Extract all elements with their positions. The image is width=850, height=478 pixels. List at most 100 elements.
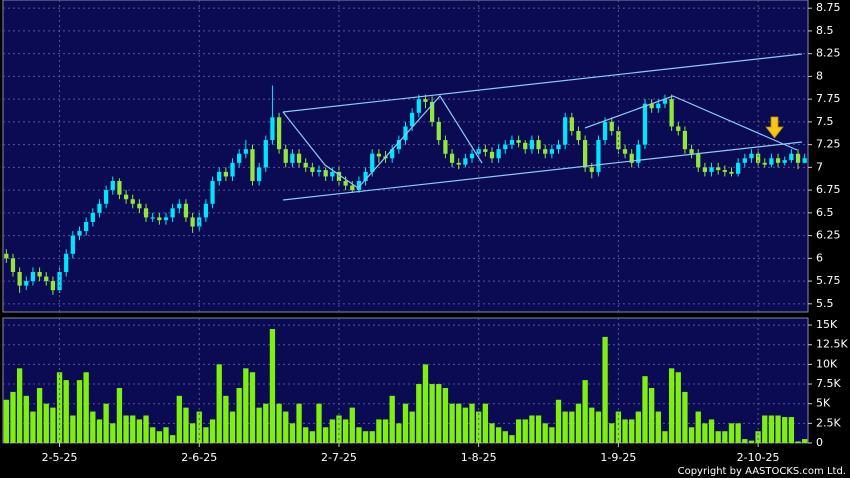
y-tick-label: 6.25 xyxy=(816,229,841,242)
y-tick-label: 7 xyxy=(816,160,823,173)
volume-bar xyxy=(276,403,282,443)
candle-body xyxy=(576,130,581,141)
candle-body xyxy=(782,160,787,163)
copyright: Copyright by AASTOCKS.com Ltd. xyxy=(678,466,846,477)
volume-bar xyxy=(323,427,329,443)
volume-bar xyxy=(136,419,143,443)
candle-body xyxy=(802,158,807,163)
volume-bar xyxy=(203,427,209,443)
candle-body xyxy=(243,149,248,154)
candle-body xyxy=(257,167,262,182)
volume-bar xyxy=(735,423,741,443)
volume-bar xyxy=(349,407,355,443)
candle-body xyxy=(769,158,774,165)
candle-body xyxy=(596,140,601,172)
candle-body xyxy=(370,153,375,172)
volume-bar xyxy=(256,407,262,443)
y-tick-label: 6.5 xyxy=(816,206,834,219)
candle-body xyxy=(582,140,588,168)
candle-body xyxy=(629,153,634,163)
volume-bar xyxy=(476,411,482,443)
volume-bar xyxy=(589,407,595,443)
candle-body xyxy=(443,140,448,154)
candle-body xyxy=(416,99,421,113)
volume-bar xyxy=(655,411,661,443)
volume-bar xyxy=(83,372,89,443)
volume-bar xyxy=(569,411,575,443)
volume-bar xyxy=(555,399,562,443)
volume-bar xyxy=(668,368,675,443)
volume-bar xyxy=(595,411,602,443)
y-tick-label: 5.5 xyxy=(816,297,834,310)
candle-body xyxy=(523,142,528,150)
volume-bar xyxy=(502,431,508,443)
candle-body xyxy=(230,162,235,177)
volume-bar xyxy=(123,415,129,443)
candle-body xyxy=(103,190,109,204)
volume-bar xyxy=(495,427,502,443)
volume-bar xyxy=(535,415,542,443)
volume-bar xyxy=(768,415,775,443)
y-tick-label: 5.75 xyxy=(816,274,841,287)
candle-body xyxy=(84,221,89,232)
volume-bar xyxy=(150,427,156,443)
candle-body xyxy=(97,203,102,213)
volume-bar xyxy=(635,411,642,443)
volume-bar xyxy=(509,435,515,443)
candle-body xyxy=(376,153,382,157)
volume-bar xyxy=(602,336,608,443)
volume-bar xyxy=(542,423,548,443)
candle-body xyxy=(250,149,255,182)
volume-bar xyxy=(303,427,309,443)
volume-bar xyxy=(362,431,369,443)
candle-body xyxy=(183,203,189,218)
candle-body xyxy=(77,231,82,236)
volume-bar xyxy=(103,403,109,443)
candle-body xyxy=(276,117,282,150)
volume-bar xyxy=(196,411,202,443)
candle-body xyxy=(323,170,328,177)
y-tick-label: 5K xyxy=(816,397,831,410)
candle-body xyxy=(30,271,36,282)
candle-body xyxy=(223,171,229,177)
candle-body xyxy=(642,103,648,145)
volume-bar xyxy=(782,417,788,443)
volume-bar xyxy=(622,419,628,443)
channel-upper xyxy=(282,53,803,113)
volume-bar xyxy=(755,431,761,443)
candle-body xyxy=(203,203,209,218)
volume-bar xyxy=(289,423,296,443)
candle-body xyxy=(283,149,288,163)
candle-body xyxy=(789,153,794,161)
candle-body xyxy=(569,117,574,131)
candle-body xyxy=(130,199,135,204)
trend-lines xyxy=(282,53,803,201)
volume-bar xyxy=(615,411,622,443)
y-tick-label: 7.75 xyxy=(816,92,841,105)
candle-body xyxy=(270,117,275,141)
volume-bar xyxy=(682,391,688,443)
volume-bar xyxy=(742,439,748,443)
volume-bar xyxy=(30,411,36,443)
volume-bar xyxy=(396,423,402,443)
candle-body xyxy=(689,149,694,154)
volume-bar xyxy=(802,439,808,443)
candle-body xyxy=(396,140,401,150)
volume-bar xyxy=(63,380,69,443)
candle-body xyxy=(636,144,641,163)
volume-bar xyxy=(522,419,528,443)
y-tick-label: 7.5K xyxy=(816,377,841,390)
candle-body xyxy=(509,140,515,145)
candle-body xyxy=(503,144,508,150)
candle-body xyxy=(622,149,628,154)
candle-body xyxy=(50,281,56,291)
volume-bar xyxy=(482,403,488,443)
candle-body xyxy=(609,121,614,131)
volume-bar xyxy=(223,395,229,443)
volume-bar xyxy=(695,411,701,443)
volume-bar xyxy=(728,423,735,443)
volume-bar xyxy=(629,419,635,443)
volume-bar xyxy=(515,419,522,443)
price-panel xyxy=(2,0,809,313)
volume-bar xyxy=(422,364,429,443)
